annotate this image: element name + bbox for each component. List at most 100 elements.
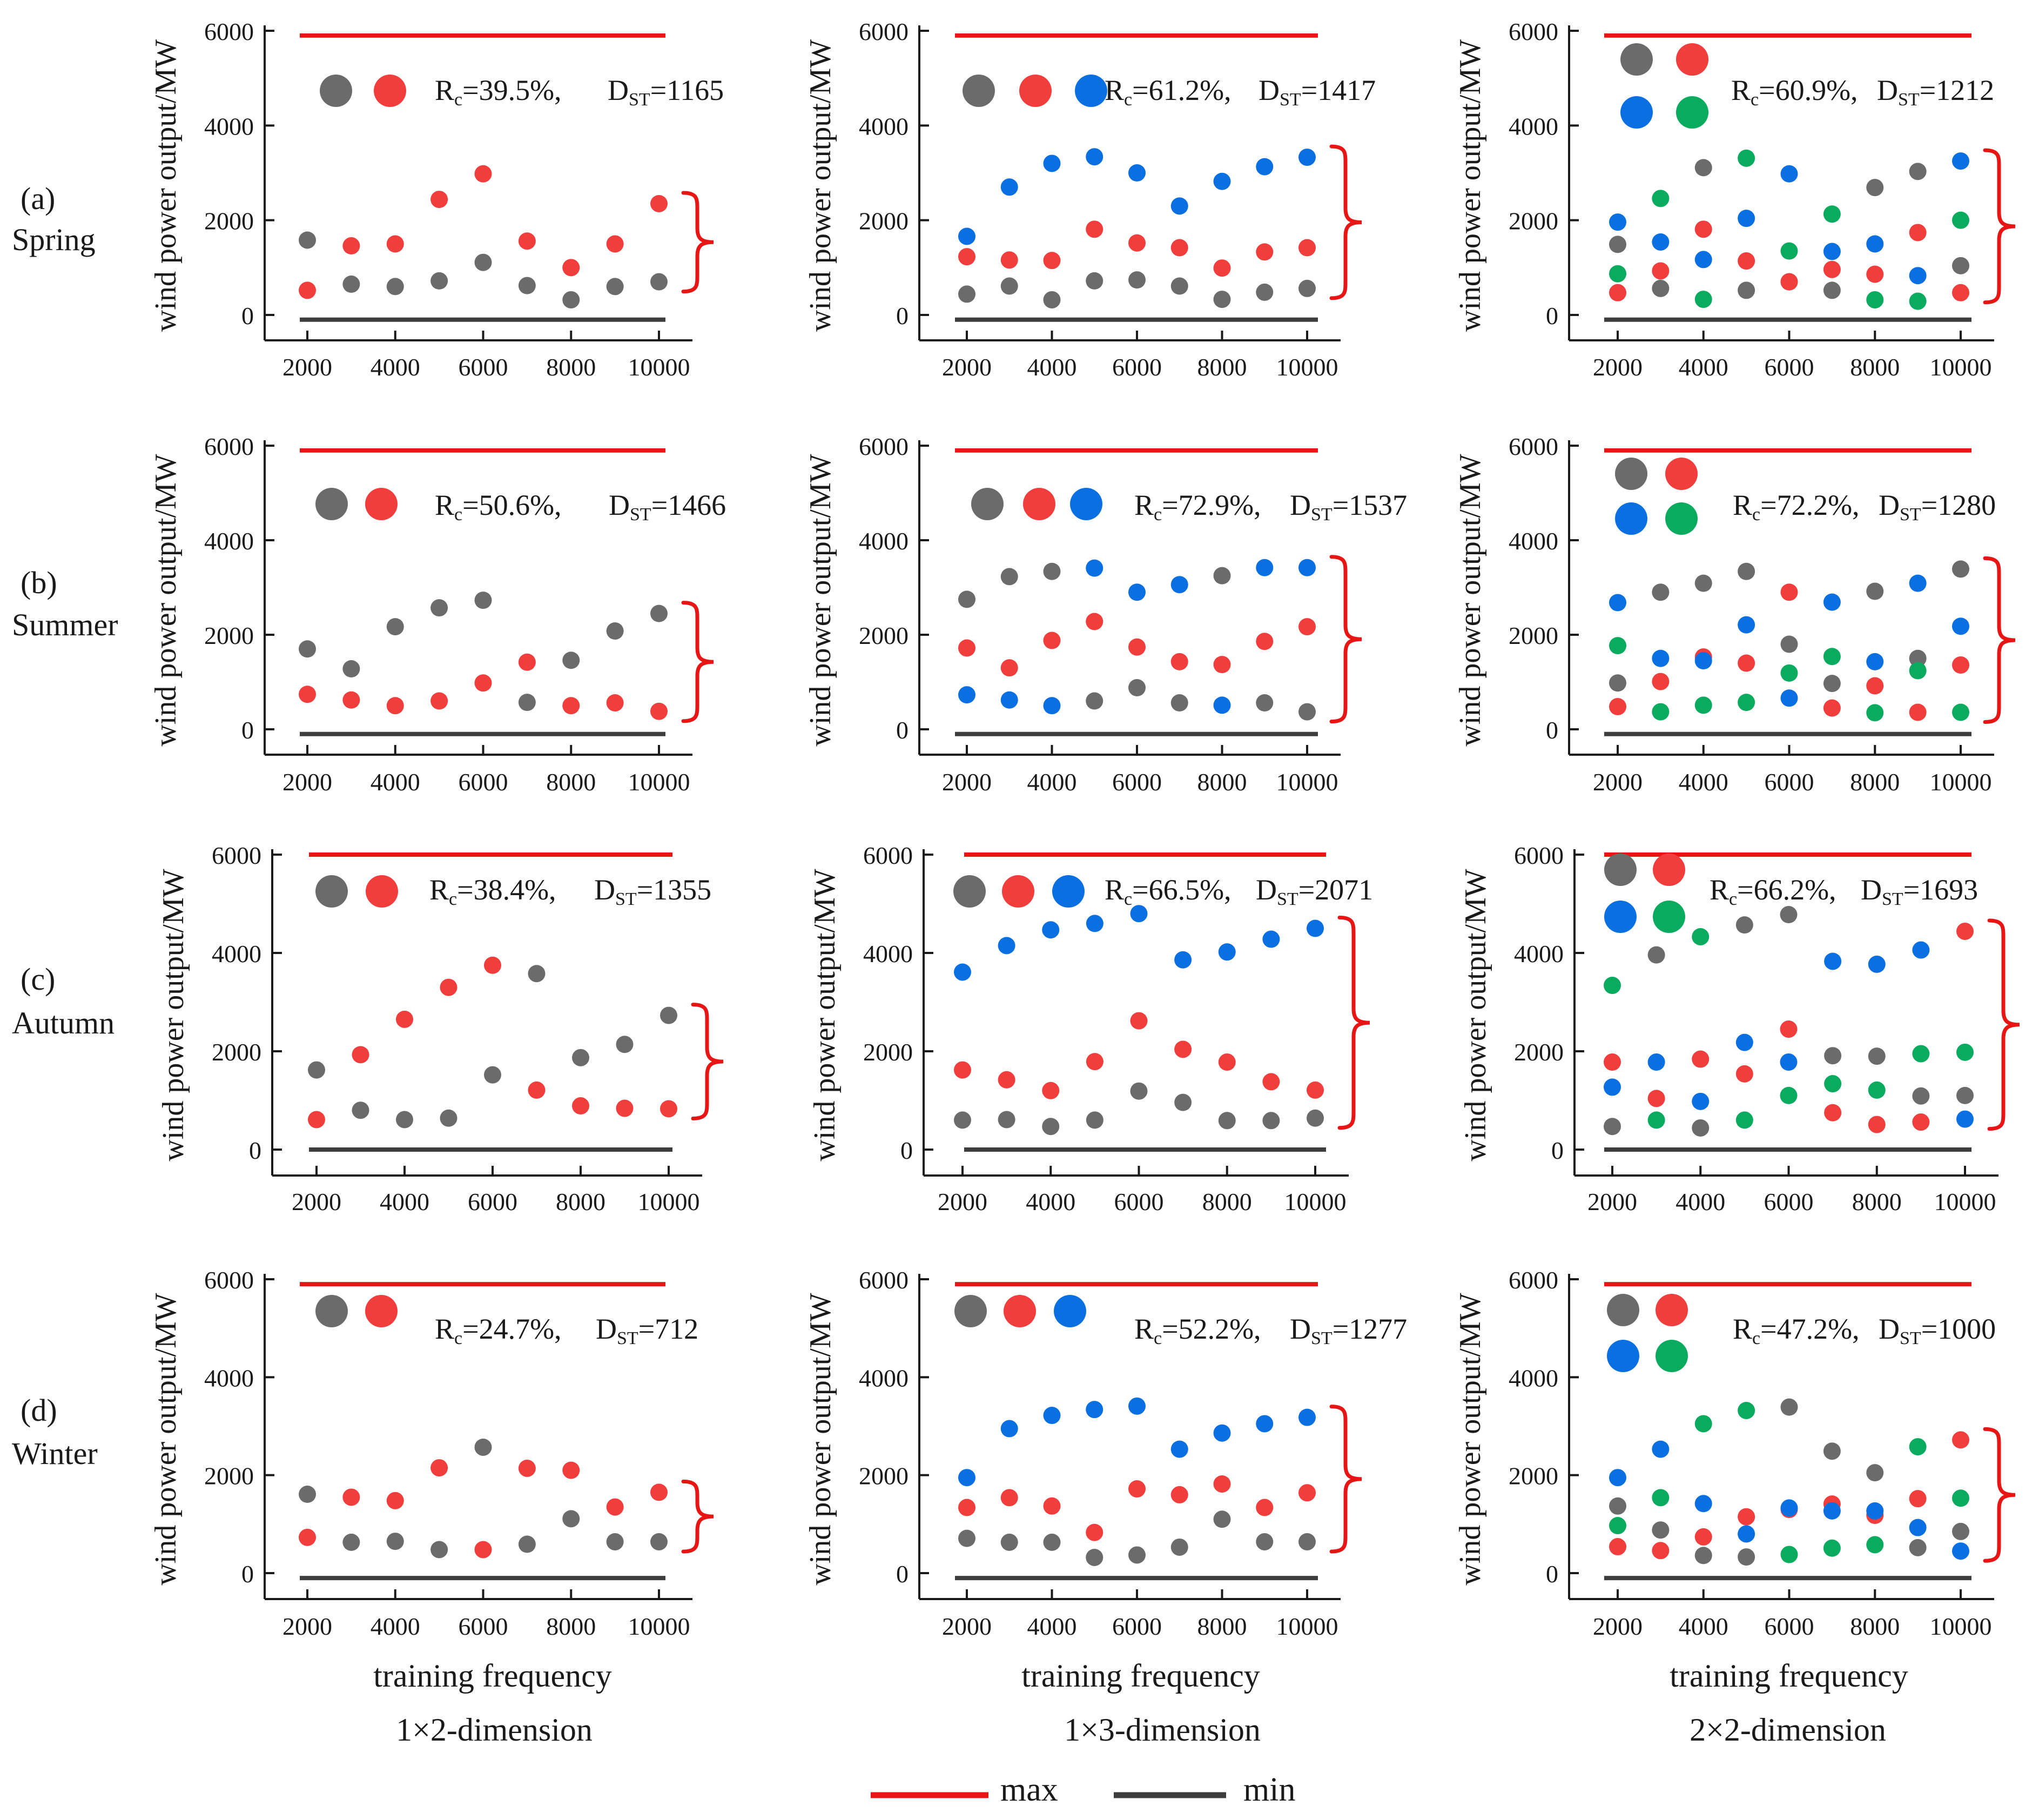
x-tick-label: 8000	[1197, 353, 1247, 381]
data-point-blue	[1780, 1053, 1798, 1071]
data-point-blue	[1604, 1078, 1621, 1096]
dst-annotation: DST=1355	[594, 874, 711, 909]
panel-r1-c2: 0 2000 4000 6000 2000 4000 6000 8000 10000 wind p…	[804, 18, 1376, 381]
data-point-blue	[1000, 691, 1018, 709]
data-point-gray	[1609, 674, 1626, 692]
data-point-red	[958, 248, 975, 266]
data-point-gray	[1694, 1547, 1712, 1564]
column-label-1x3: 1×3-dimension	[1064, 1712, 1261, 1748]
data-point-red	[1652, 1542, 1670, 1560]
data-point-red	[386, 235, 404, 253]
x-tick-label: 2000	[1587, 1188, 1637, 1215]
data-point-gray	[1130, 1082, 1148, 1100]
y-tick-label: 2000	[859, 622, 909, 649]
series-legend-dot-gray	[1615, 458, 1647, 490]
series-legend-dot-red	[1676, 43, 1708, 76]
data-point-red	[1909, 224, 1927, 241]
series-legend-dot-gray	[1604, 854, 1637, 886]
data-point-red	[1174, 1040, 1192, 1058]
data-point-red	[1000, 659, 1018, 677]
data-point-gray	[1000, 1533, 1018, 1551]
data-point-gray	[1652, 1521, 1670, 1539]
x-tick-label: 4000	[1027, 353, 1077, 381]
data-point-red	[1952, 1431, 1969, 1449]
data-point-green	[1738, 694, 1755, 711]
x-axis-label-col2: training frequency	[1021, 1658, 1260, 1694]
x-tick-label: 10000	[1930, 768, 1992, 796]
series-legend-dot-gray	[963, 75, 995, 107]
data-point-blue	[1262, 930, 1280, 948]
data-point-gray	[606, 1533, 624, 1550]
series-legend-dot-gray	[953, 875, 986, 908]
data-point-gray	[1086, 1111, 1103, 1129]
data-point-red	[1086, 1053, 1103, 1071]
panel-r2-c1: 0 2000 4000 6000 2000 4000 6000 8000 10000 wind p…	[149, 433, 726, 796]
dst-annotation: DST=1000	[1879, 1313, 1996, 1348]
data-point-red	[650, 194, 668, 212]
data-point-blue	[1952, 1542, 1969, 1560]
data-point-gray	[1735, 916, 1753, 934]
dst-annotation: DST=1165	[608, 74, 724, 110]
data-point-gray	[1256, 1533, 1274, 1550]
x-tick-label: 10000	[628, 768, 690, 796]
x-tick-label: 10000	[1276, 1613, 1338, 1640]
data-point-gray	[430, 272, 448, 290]
series-legend-dot-gray	[954, 1295, 987, 1327]
data-point-gray	[352, 1102, 369, 1119]
data-point-blue	[1218, 943, 1236, 961]
data-point-blue	[1042, 921, 1060, 939]
dst-annotation: DST=1277	[1290, 1313, 1407, 1348]
data-point-gray	[299, 640, 316, 658]
dst-annotation: DST=1466	[609, 489, 726, 525]
x-tick-label: 8000	[1850, 1613, 1900, 1640]
y-tick-label: 6000	[859, 18, 909, 45]
data-point-red	[650, 1483, 668, 1501]
data-point-red	[606, 235, 624, 253]
data-point-blue	[1298, 149, 1316, 166]
data-point-gray	[1086, 272, 1103, 290]
y-tick-label: 4000	[859, 527, 909, 555]
data-point-blue	[1694, 652, 1712, 670]
range-brace	[1329, 555, 1362, 724]
data-point-blue	[1256, 158, 1274, 176]
range-brace	[681, 1479, 714, 1554]
y-tick-label: 2000	[1509, 207, 1558, 235]
x-tick-label: 10000	[1930, 353, 1992, 381]
data-point-blue	[1043, 697, 1061, 715]
row-season-c: Autumn	[12, 1005, 115, 1040]
data-point-blue	[1868, 955, 1886, 973]
data-point-blue	[1952, 152, 1969, 170]
y-tick-label: 4000	[1509, 527, 1558, 555]
data-point-green	[1952, 1489, 1969, 1507]
series-legend-dot-blue	[1604, 901, 1637, 933]
rc-annotation: Rc=38.4%,	[429, 874, 556, 909]
data-point-red	[1128, 638, 1146, 656]
range-brace	[1337, 916, 1370, 1130]
data-point-green	[1956, 1043, 1974, 1061]
panel-r3-c3: 0 2000 4000 6000 2000 4000 6000 8000 10000 wind p…	[1459, 842, 2020, 1215]
data-point-green	[1738, 1401, 1755, 1419]
rc-annotation: Rc=72.9%,	[1134, 489, 1261, 525]
data-point-gray	[1043, 1533, 1061, 1551]
data-point-gray	[1952, 257, 1969, 274]
data-point-red	[1256, 243, 1274, 261]
data-point-gray	[1652, 279, 1670, 297]
data-point-red	[1738, 654, 1755, 672]
data-point-red	[958, 639, 975, 657]
data-point-red	[1956, 922, 1974, 940]
panel-r2-c3: 0 2000 4000 6000 2000 4000 6000 8000 10000 wind p…	[1453, 433, 2016, 796]
data-point-green	[1866, 1536, 1884, 1554]
column-labels: 1×2-dimension 1×3-dimension 2×2-dimensio…	[396, 1712, 1886, 1748]
data-point-blue	[1823, 1502, 1841, 1520]
x-tick-label: 2000	[282, 768, 332, 796]
panel-r1-c3: 0 2000 4000 6000 2000 4000 6000 8000 10000 wind p…	[1453, 18, 2016, 381]
dst-annotation: DST=1212	[1877, 74, 1994, 110]
y-axis-label: wind power output/MW	[804, 39, 837, 332]
series-legend-dot-red	[1656, 1294, 1688, 1326]
data-point-blue	[1000, 1420, 1018, 1438]
data-point-red	[1128, 1480, 1146, 1498]
data-point-green	[1823, 1539, 1841, 1557]
y-axis-label: wind power output/MW	[1459, 869, 1492, 1161]
data-point-gray	[1298, 703, 1316, 721]
data-point-blue	[1043, 1407, 1061, 1425]
